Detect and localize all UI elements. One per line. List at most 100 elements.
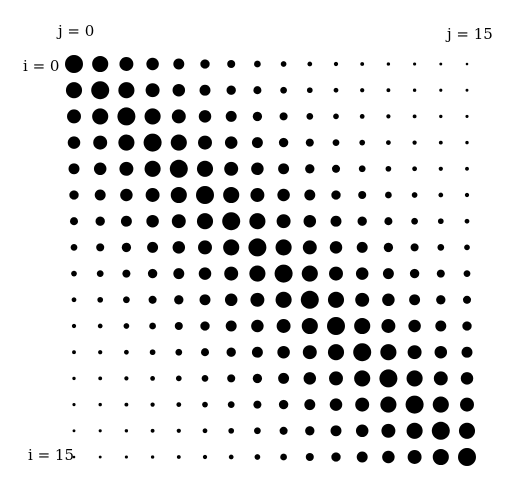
matrix-dot-i13-j3 — [150, 402, 155, 407]
matrix-dot-i2-j9 — [306, 113, 314, 120]
matrix-dot-i8-j10 — [329, 266, 343, 281]
matrix-dot-i10-j12 — [381, 319, 396, 333]
matrix-dot-i11-j6 — [226, 347, 236, 357]
matrix-dot-i9-j4 — [174, 295, 184, 305]
matrix-dot-i14-j2 — [124, 429, 129, 433]
matrix-dot-i1-j7 — [253, 86, 262, 95]
matrix-dot-i3-j0 — [67, 136, 81, 149]
matrix-dot-i0-j10 — [333, 61, 339, 67]
matrix-dot-i1-j8 — [280, 86, 287, 94]
matrix-dot-i6-j6 — [222, 212, 241, 231]
matrix-dot-i6-j11 — [357, 216, 367, 226]
matrix-dot-i3-j1 — [93, 135, 108, 150]
matrix-dot-i13-j14 — [432, 396, 449, 413]
matrix-dot-i13-j12 — [380, 396, 397, 413]
matrix-dot-i6-j15 — [464, 218, 470, 224]
matrix-dot-i8-j0 — [71, 270, 77, 277]
matrix-dot-i15-j3 — [150, 455, 155, 459]
matrix-dot-i8-j1 — [96, 270, 104, 277]
column-label-first: j = 0 — [58, 22, 95, 40]
matrix-dot-i14-j8 — [279, 426, 288, 435]
matrix-dot-i10-j4 — [174, 321, 183, 331]
matrix-dot-i2-j13 — [412, 114, 417, 119]
matrix-dot-i8-j13 — [409, 268, 420, 279]
matrix-dot-i12-j12 — [379, 369, 398, 388]
matrix-dot-i15-j11 — [356, 451, 368, 463]
matrix-dot-i0-j7 — [254, 60, 261, 68]
column-label-last: j = 15 — [447, 25, 493, 43]
matrix-dot-i9-j13 — [409, 294, 421, 306]
matrix-dot-i6-j1 — [95, 216, 105, 226]
matrix-dot-i4-j14 — [438, 166, 443, 171]
matrix-dot-i1-j9 — [306, 87, 313, 94]
matrix-dot-i5-j13 — [411, 192, 418, 198]
matrix-dot-i4-j8 — [278, 163, 290, 175]
matrix-dot-i6-j14 — [437, 218, 444, 225]
matrix-dot-i12-j6 — [227, 374, 236, 383]
matrix-dot-i1-j1 — [91, 81, 110, 100]
matrix-dot-i2-j4 — [171, 109, 186, 124]
matrix-dot-i7-j5 — [198, 240, 212, 255]
matrix-dot-i7-j11 — [356, 241, 368, 253]
matrix-dot-i5-j2 — [120, 188, 133, 202]
matrix-dot-i11-j12 — [380, 344, 397, 361]
matrix-dot-i5-j7 — [250, 188, 265, 202]
matrix-dot-i7-j3 — [147, 241, 159, 253]
matrix-dot-i12-j5 — [201, 375, 209, 382]
matrix-dot-i14-j0 — [72, 429, 76, 433]
matrix-dot-i7-j13 — [410, 243, 419, 252]
matrix-dot-i13-j0 — [72, 403, 76, 407]
matrix-dot-i14-j6 — [228, 427, 235, 434]
matrix-dot-i11-j13 — [407, 345, 422, 360]
matrix-dot-i9-j3 — [148, 295, 157, 304]
matrix-dot-i10-j2 — [123, 323, 130, 329]
matrix-dot-i11-j8 — [277, 345, 290, 359]
matrix-dot-i7-j7 — [248, 238, 267, 257]
matrix-dot-i7-j9 — [302, 240, 317, 255]
matrix-dot-i11-j4 — [175, 348, 183, 356]
matrix-dot-i2-j10 — [333, 113, 339, 120]
matrix-dot-i10-j10 — [327, 317, 345, 335]
matrix-dot-i12-j7 — [252, 373, 263, 384]
matrix-dot-i4-j15 — [465, 166, 469, 171]
matrix-dot-i14-j13 — [406, 422, 423, 439]
matrix-dot-i10-j14 — [435, 320, 447, 332]
matrix-dot-i15-j12 — [382, 450, 395, 464]
matrix-dot-i7-j0 — [70, 244, 78, 251]
matrix-dot-i6-j3 — [146, 214, 159, 228]
matrix-dot-i10-j3 — [149, 322, 156, 330]
matrix-dot-i2-j8 — [279, 112, 288, 121]
matrix-dot-i12-j0 — [72, 376, 76, 381]
matrix-dot-i8-j8 — [274, 264, 293, 283]
matrix-dot-i3-j10 — [332, 139, 340, 146]
matrix-dot-i11-j9 — [302, 345, 317, 360]
matrix-dot-i5-j9 — [304, 189, 316, 201]
matrix-dot-i9-j15 — [462, 295, 472, 304]
matrix-dot-i6-j0 — [69, 217, 79, 226]
matrix-dot-i6-j7 — [249, 213, 266, 230]
matrix-dot-i0-j9 — [307, 61, 313, 67]
matrix-dot-i14-j7 — [254, 427, 261, 435]
matrix-dot-i13-j9 — [304, 399, 316, 411]
matrix-dot-i11-j14 — [434, 345, 448, 359]
matrix-dot-i6-j5 — [196, 213, 214, 230]
matrix-dot-i9-j0 — [71, 297, 77, 303]
matrix-dot-i15-j5 — [202, 454, 208, 460]
matrix-dot-i0-j6 — [227, 59, 236, 69]
matrix-dot-i10-j6 — [225, 320, 237, 332]
matrix-dot-i0-j2 — [119, 57, 134, 71]
matrix-dot-i13-j2 — [124, 402, 129, 407]
matrix-dot-i8-j14 — [436, 269, 445, 278]
matrix-dot-i11-j2 — [124, 349, 129, 355]
matrix-dot-i15-j9 — [305, 452, 314, 462]
matrix-dot-i1-j6 — [226, 85, 236, 95]
matrix-dot-i6-j10 — [330, 215, 342, 227]
matrix-dot-i0-j5 — [200, 59, 210, 69]
matrix-dot-i7-j12 — [383, 242, 394, 253]
matrix-dot-i10-j8 — [276, 319, 291, 333]
matrix-dot-i11-j10 — [327, 344, 345, 361]
matrix-dot-i7-j14 — [437, 244, 445, 251]
matrix-dot-i1-j14 — [439, 88, 443, 92]
matrix-dot-i9-j14 — [436, 295, 446, 305]
